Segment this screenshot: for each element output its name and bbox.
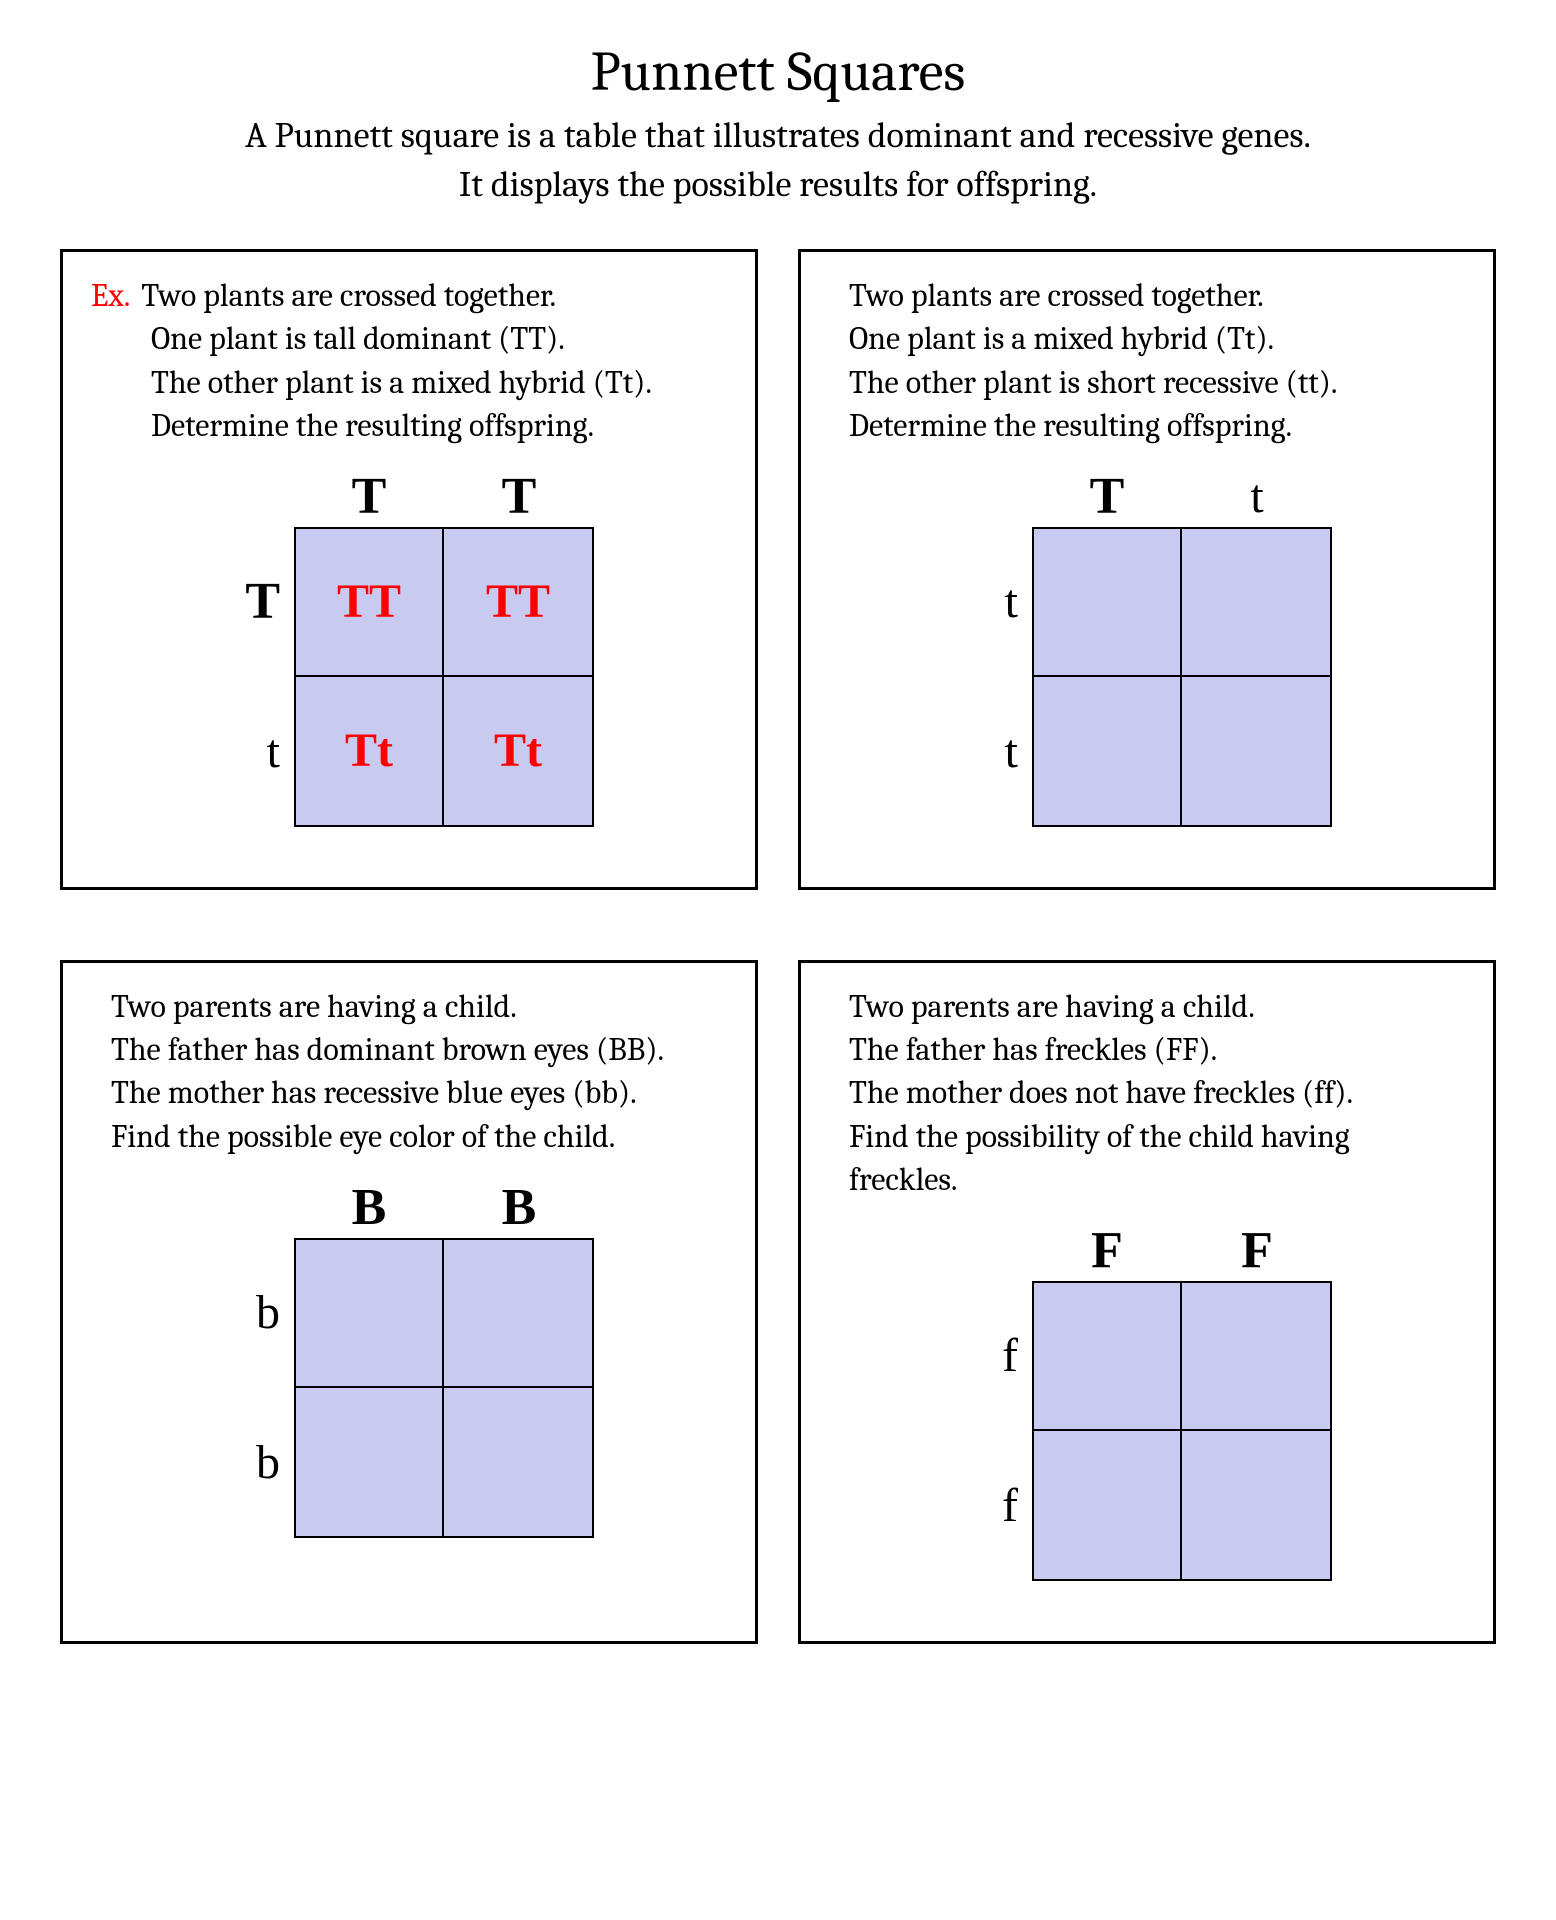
punnett-square: Tttt — [829, 467, 1465, 827]
side-allele-0: t — [962, 527, 1032, 677]
punnett-cell-0-1 — [1182, 527, 1332, 677]
punnett-cell-0-1 — [1182, 1281, 1332, 1431]
punnett-square: FFff — [829, 1221, 1465, 1581]
top-allele-0: B — [294, 1178, 444, 1238]
prompt-line: Two parents are having a child. — [111, 988, 517, 1025]
corner-spacer — [962, 467, 1032, 527]
subtitle-line-2: It displays the possible results for off… — [459, 164, 1097, 205]
corner-spacer — [962, 1221, 1032, 1281]
page-title: Punnett Squares — [60, 40, 1496, 104]
panel-0: Ex. Two plants are crossed together. One … — [60, 249, 758, 890]
prompt-line: Determine the resulting offspring. — [151, 407, 594, 444]
page-subtitle: A Punnett square is a table that illustr… — [60, 112, 1496, 209]
subtitle-line-1: A Punnett square is a table that illustr… — [245, 115, 1311, 156]
corner-spacer — [224, 467, 294, 527]
panel-2: Two parents are having a child. The fathe… — [60, 960, 758, 1644]
panel-3: Two parents are having a child. The fathe… — [798, 960, 1496, 1644]
prompt-line: Two plants are crossed together. — [141, 277, 556, 314]
top-allele-0: F — [1032, 1221, 1182, 1281]
panel-prompt: Two parents are having a child. The fathe… — [91, 985, 727, 1158]
side-allele-0: T — [224, 527, 294, 677]
top-allele-1: F — [1182, 1221, 1332, 1281]
prompt-line: The father has freckles (FF). — [849, 1031, 1217, 1068]
punnett-cell-0-0 — [1032, 1281, 1182, 1431]
punnett-cell-0-0 — [294, 1238, 444, 1388]
punnett-square: BBbb — [91, 1178, 727, 1538]
punnett-cell-0-1 — [444, 1238, 594, 1388]
punnett-cell-1-0: Tt — [294, 677, 444, 827]
punnett-cell-1-1 — [1182, 677, 1332, 827]
top-allele-1: T — [444, 467, 594, 527]
panel-prompt: Two parents are having a child. The fathe… — [829, 985, 1465, 1201]
punnett-cell-0-1: TT — [444, 527, 594, 677]
prompt-line: Find the possible eye color of the child… — [111, 1118, 615, 1155]
punnett-cell-1-1 — [444, 1388, 594, 1538]
prompt-line: The mother does not have freckles (ff). — [849, 1074, 1353, 1111]
prompt-line: Determine the resulting offspring. — [849, 407, 1292, 444]
panel-1: Two plants are crossed together. One plan… — [798, 249, 1496, 890]
corner-spacer — [224, 1178, 294, 1238]
top-allele-1: t — [1182, 467, 1332, 527]
example-prefix: Ex. — [91, 277, 134, 314]
punnett-cell-1-1 — [1182, 1431, 1332, 1581]
prompt-line: The other plant is a mixed hybrid (Tt). — [151, 364, 652, 401]
punnett-square: TTTTTTTtTtTt — [91, 467, 727, 827]
punnett-cell-0-0 — [1032, 527, 1182, 677]
side-allele-1: t — [962, 677, 1032, 827]
prompt-line: Two parents are having a child. — [849, 988, 1255, 1025]
prompt-line: One plant is a mixed hybrid (Tt). — [849, 320, 1274, 357]
side-allele-1: f — [962, 1431, 1032, 1581]
punnett-cell-1-0 — [294, 1388, 444, 1538]
panels-grid: Ex. Two plants are crossed together. One … — [60, 249, 1496, 1644]
prompt-line: The father has dominant brown eyes (BB). — [111, 1031, 664, 1068]
side-allele-0: b — [224, 1238, 294, 1388]
prompt-line: The mother has recessive blue eyes (bb). — [111, 1074, 637, 1111]
top-allele-0: T — [294, 467, 444, 527]
prompt-line: Two plants are crossed together. — [849, 277, 1264, 314]
top-allele-1: B — [444, 1178, 594, 1238]
side-allele-1: t — [224, 677, 294, 827]
side-allele-0: f — [962, 1281, 1032, 1431]
punnett-cell-1-0 — [1032, 677, 1182, 827]
punnett-cell-1-0 — [1032, 1431, 1182, 1581]
punnett-cell-1-1: Tt — [444, 677, 594, 827]
panel-prompt: Two plants are crossed together. One plan… — [829, 274, 1465, 447]
prompt-line: Find the possibility of the child having… — [849, 1118, 1350, 1198]
prompt-line: One plant is tall dominant (TT). — [151, 320, 565, 357]
panel-prompt: Ex. Two plants are crossed together. One … — [91, 274, 727, 447]
punnett-cell-0-0: TT — [294, 527, 444, 677]
prompt-line: The other plant is short recessive (tt). — [849, 364, 1337, 401]
top-allele-0: T — [1032, 467, 1182, 527]
side-allele-1: b — [224, 1388, 294, 1538]
